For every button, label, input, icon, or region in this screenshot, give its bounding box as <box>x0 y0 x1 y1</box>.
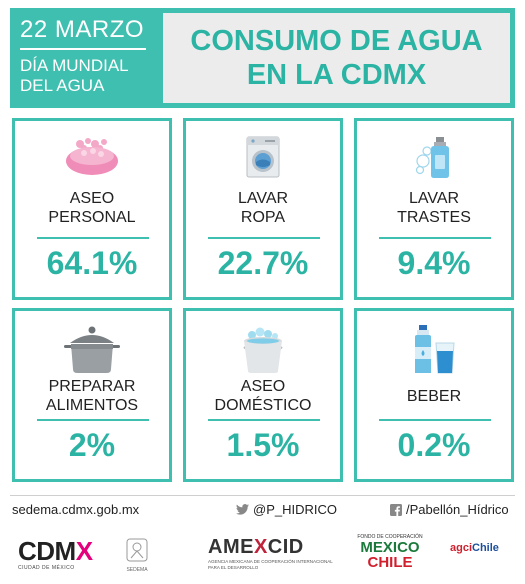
twitter-handle: @P_HIDRICO <box>253 502 337 517</box>
card-divider <box>208 419 320 421</box>
card-label: BEBER <box>406 388 462 405</box>
twitter-icon <box>236 504 249 515</box>
card-divider <box>208 237 320 239</box>
card-value: 0.2% <box>397 427 471 463</box>
facebook-link[interactable]: /Pabellón_Hídrico <box>390 502 509 517</box>
amexcid-logo: AMEXCID AGENCIA MEXICANA DE COOPERACIÓN … <box>208 536 333 570</box>
date-banner: 22 MARZO DÍA MUNDIAL DEL AGUA <box>10 8 158 108</box>
card-label: ASEO PERSONAL <box>48 190 136 226</box>
card-value: 1.5% <box>226 427 300 463</box>
twitter-link[interactable]: @P_HIDRICO <box>236 502 337 517</box>
card-label: LAVAR TRASTES <box>397 190 471 226</box>
title-banner: CONSUMO DE AGUA EN LA CDMX <box>158 8 515 108</box>
card-aseo-personal: ASEO PERSONAL 64.1% <box>12 118 172 300</box>
card-divider <box>379 419 491 421</box>
cooking-pot-icon <box>15 325 169 375</box>
footer-links: sedema.cdmx.gob.mx @P_HIDRICO /Pabellón_… <box>12 502 512 520</box>
card-value: 22.7% <box>217 245 309 281</box>
card-label: LAVAR ROPA <box>237 190 289 226</box>
water-bottle-glass-icon <box>357 325 511 375</box>
card-value: 64.1% <box>46 245 138 281</box>
card-beber: BEBER 0.2% <box>354 308 514 482</box>
date-text: 22 MARZO <box>20 16 145 43</box>
sedema-emblem-icon <box>126 538 148 562</box>
card-divider <box>37 419 149 421</box>
card-divider <box>37 237 149 239</box>
title-line-1: CONSUMO DE AGUA <box>190 25 483 57</box>
sedema-logo: SEDEMA <box>122 538 152 573</box>
soap-icon <box>15 135 169 179</box>
date-divider <box>20 48 146 50</box>
fondo-cooperacion-logo: FONDO DE COOPERACIÓN MEXICO CHILE <box>357 534 423 571</box>
bucket-icon <box>186 325 340 375</box>
partner-logos: CDMX CIUDAD DE MÉXICO SEDEMA AMEXCID AGE… <box>10 530 515 580</box>
agci-chile-logo: agciChile <box>450 542 499 554</box>
card-value: 9.4% <box>397 245 471 281</box>
footer-divider <box>10 495 515 496</box>
title-line-2: EN LA CDMX <box>246 59 427 91</box>
card-lavar-trastes: LAVAR TRASTES 9.4% <box>354 118 514 300</box>
card-value: 2% <box>68 427 116 463</box>
card-preparar-alimentos: PREPARAR ALIMENTOS 2% <box>12 308 172 482</box>
card-aseo-domestico: ASEO DOMÉSTICO 1.5% <box>183 308 343 482</box>
card-label: ASEO DOMÉSTICO <box>214 378 312 414</box>
card-lavar-ropa: LAVAR ROPA 22.7% <box>183 118 343 300</box>
website-link[interactable]: sedema.cdmx.gob.mx <box>12 502 140 517</box>
washing-machine-icon <box>186 135 340 179</box>
facebook-icon <box>390 503 402 516</box>
card-divider <box>379 237 491 239</box>
event-line-1: DÍA MUNDIAL <box>20 56 129 75</box>
event-line-2: DEL AGUA <box>20 76 105 95</box>
facebook-handle: /Pabellón_Hídrico <box>406 502 509 517</box>
card-label: PREPARAR ALIMENTOS <box>45 378 139 414</box>
cdmx-logo: CDMX CIUDAD DE MÉXICO <box>18 536 93 571</box>
dish-soap-icon <box>357 135 511 179</box>
title-panel: CONSUMO DE AGUA EN LA CDMX <box>163 13 510 103</box>
